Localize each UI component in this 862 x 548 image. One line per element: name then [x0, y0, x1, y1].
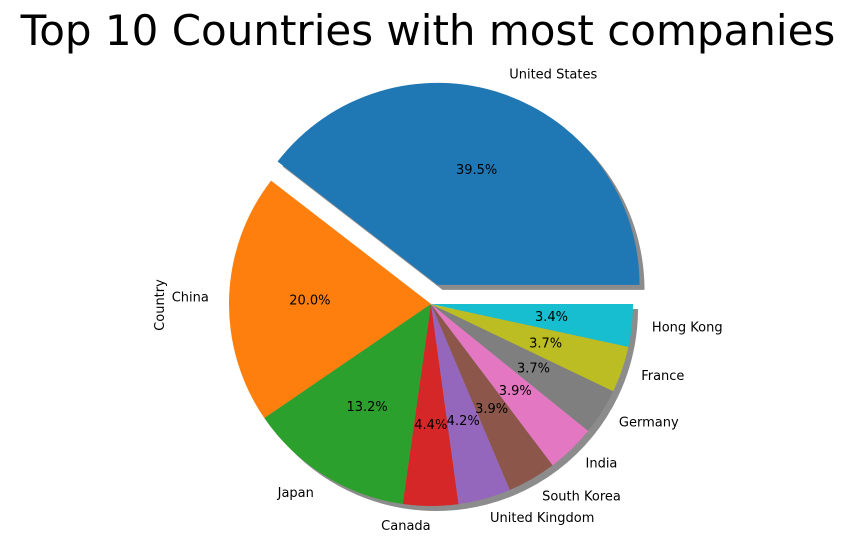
- category-label-china: China: [172, 291, 209, 306]
- pie-slices: [229, 82, 640, 506]
- slice-germany: [431, 304, 614, 431]
- y-axis-label: Country: [153, 279, 168, 331]
- percent-label-south-korea: 3.9%: [475, 402, 508, 417]
- slice-france: [431, 304, 629, 392]
- chart-title: Top 10 Countries with most companies: [20, 6, 836, 55]
- category-label-south-korea: South Korea: [542, 489, 621, 504]
- slice-hong-kong: [431, 304, 633, 347]
- slice-china: [229, 180, 431, 419]
- category-label-canada: Canada: [381, 519, 430, 534]
- percent-label-germany: 3.7%: [517, 362, 550, 377]
- category-label-united-states: United States: [509, 68, 597, 83]
- slice-india: [431, 304, 589, 466]
- slice-united-states: [277, 82, 640, 285]
- category-label-india: India: [586, 457, 618, 472]
- category-label-germany: Germany: [619, 416, 679, 431]
- slice-canada: [402, 304, 459, 506]
- percent-label-france: 3.7%: [529, 336, 562, 351]
- slice-japan: [264, 304, 431, 505]
- category-label-japan: Japan: [277, 486, 314, 501]
- slice-united-kingdom: [431, 304, 510, 505]
- category-label-united-kingdom: United Kingdom: [490, 511, 594, 526]
- percent-label-japan: 13.2%: [346, 400, 387, 415]
- percent-label-china: 20.0%: [289, 294, 330, 309]
- slice-south-korea: [431, 304, 553, 490]
- percent-label-hong-kong: 3.4%: [535, 310, 568, 325]
- percent-label-india: 3.9%: [499, 384, 532, 399]
- percent-label-united-kingdom: 4.2%: [447, 414, 480, 429]
- slice-labels: United States 39.5% China 20.0% Japan 13.2% Ca…: [172, 68, 723, 535]
- category-label-france: France: [641, 369, 684, 384]
- percent-label-canada: 4.4%: [414, 418, 447, 433]
- category-label-hong-kong: Hong Kong: [652, 321, 723, 336]
- percent-label-united-states: 39.5%: [456, 163, 497, 178]
